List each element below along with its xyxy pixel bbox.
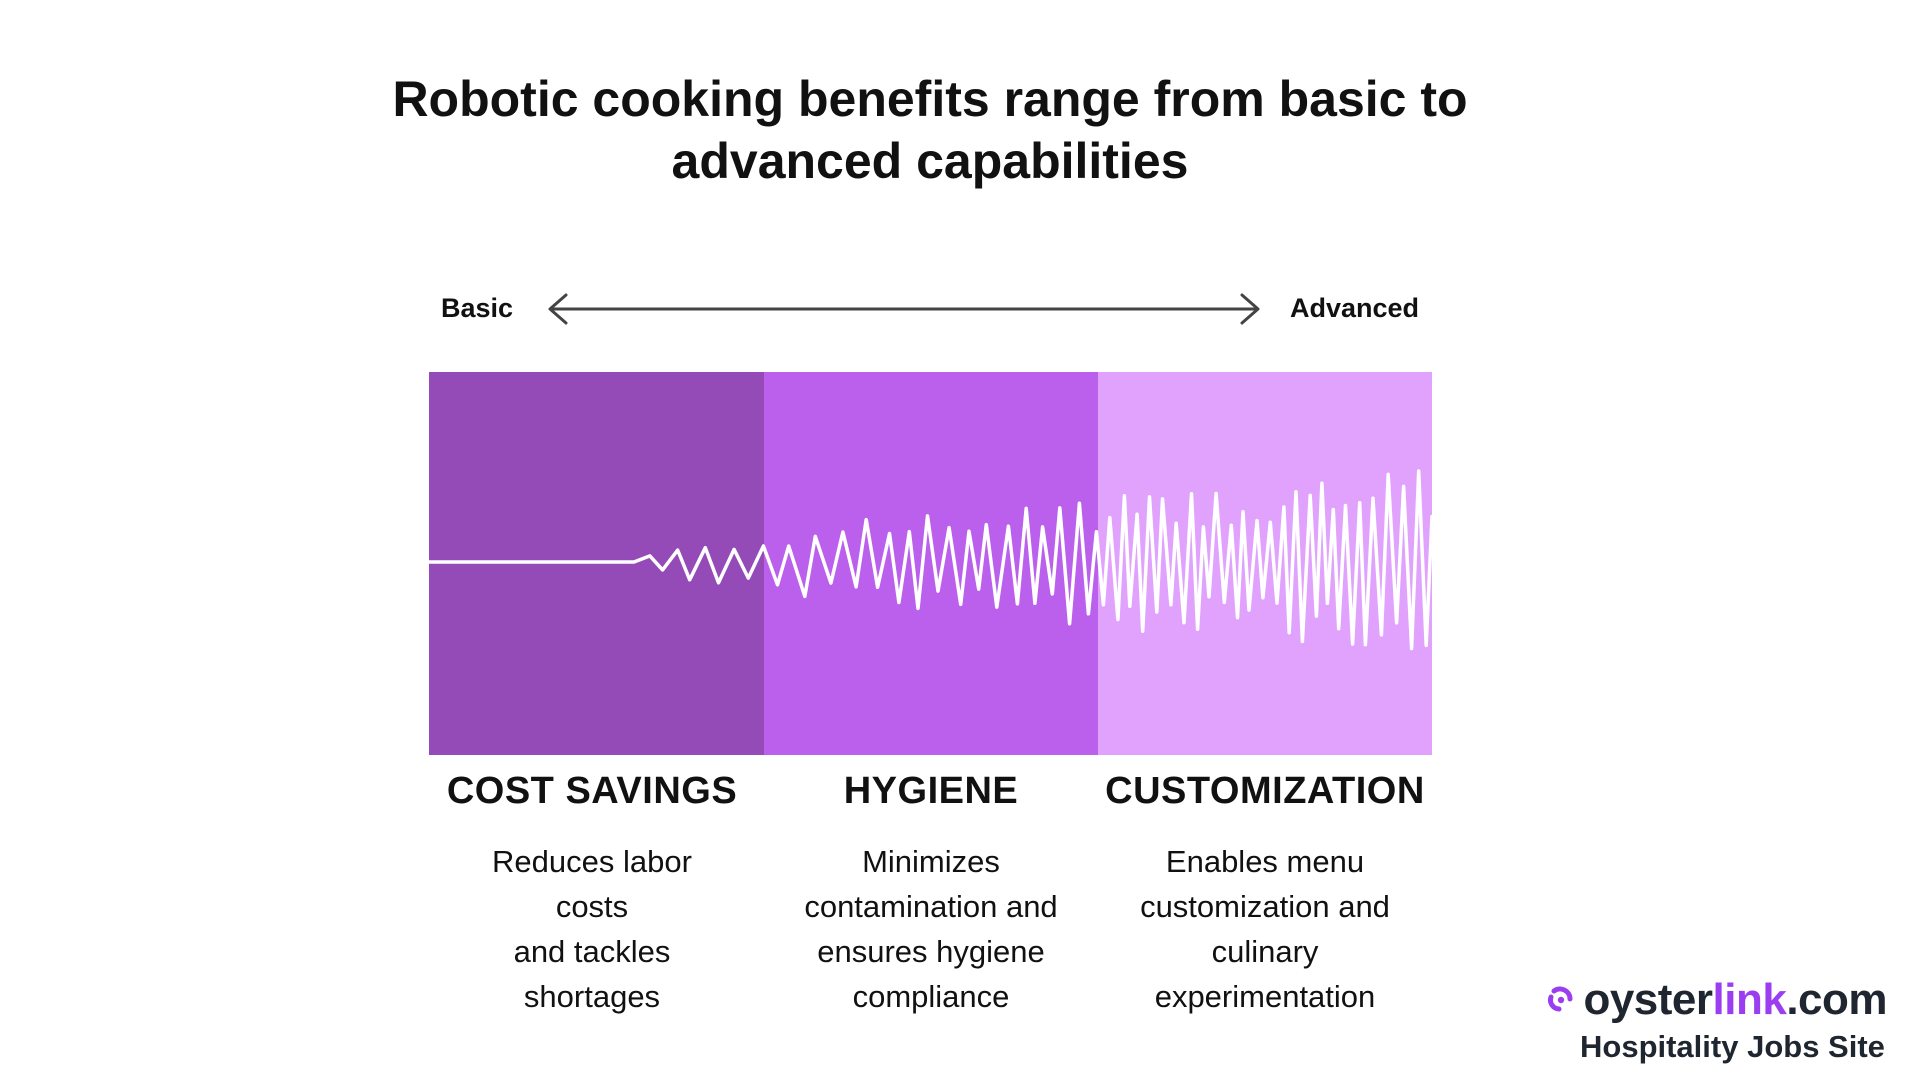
brand-logo: oysterlink.com [1545, 975, 1888, 1025]
benefit-title: CUSTOMIZATION [1105, 770, 1425, 812]
benefit-description-line: compliance [852, 979, 1010, 1014]
page-title: Robotic cooking benefits range from basi… [392, 71, 1468, 189]
benefit-description-line: and tackles [513, 934, 671, 969]
benefit-description: Minimizes contamination and ensures hygi… [764, 839, 1098, 1019]
arrow-head-left [548, 293, 568, 325]
waveform-line [429, 469, 1432, 651]
benefit-title: COST SAVINGS [446, 770, 738, 812]
benefit-description-line: experimentation [1154, 979, 1376, 1014]
benefit-description-line: Reduces labor [492, 844, 692, 879]
benefit-description-line: contamination and [804, 889, 1058, 924]
brand-name-domain: .com [1786, 975, 1888, 1024]
arrow-head-right [1240, 293, 1260, 325]
benefit-description-line: costs [555, 889, 629, 924]
benefit-description-line: ensures hygiene [817, 934, 1045, 969]
benefit-title: HYGIENE [843, 770, 1019, 812]
advanced-label: Advanced [1290, 293, 1420, 323]
benefit-description-line: shortages [523, 979, 661, 1014]
logo-arc-outer [1551, 986, 1573, 1002]
benefit-description-line: customization and [1140, 889, 1390, 924]
brand-tagline: Hospitality Jobs Site [1580, 1029, 1885, 1064]
band-hygiene [764, 372, 1098, 755]
brand-name-oyster: oyster [1583, 975, 1713, 1024]
brand-block: oysterlink.com Hospitality Jobs Site [1545, 975, 1905, 1075]
benefit-cost-savings: COST SAVINGS Reduces labor costs and tac… [425, 765, 759, 1019]
benefit-hygiene: HYGIENE Minimizes contamination and ensu… [764, 765, 1098, 1019]
signal-waveform [429, 469, 1432, 651]
double-headed-arrow-icon [548, 293, 1260, 325]
brand-name-link: link [1712, 975, 1787, 1024]
benefit-description-line: culinary [1211, 934, 1319, 969]
oyster-logo-icon [1548, 986, 1573, 1012]
capability-spectrum [429, 372, 1432, 755]
benefit-description-line: Enables menu [1165, 844, 1365, 879]
basic-label: Basic [441, 293, 514, 323]
brand-name: oysterlink.com [1583, 975, 1887, 1025]
benefit-customization: CUSTOMIZATION Enables menu customization… [1098, 765, 1432, 1019]
benefit-description: Enables menu customization and culinary … [1098, 839, 1432, 1019]
benefit-description-line: Minimizes [862, 844, 1000, 879]
logo-arc-inner [1548, 994, 1562, 1012]
logo-dot [1557, 996, 1565, 1004]
benefit-description: Reduces labor costs and tackles shortage… [425, 839, 759, 1019]
basic-advanced-scale: Basic Advanced [0, 285, 1920, 333]
